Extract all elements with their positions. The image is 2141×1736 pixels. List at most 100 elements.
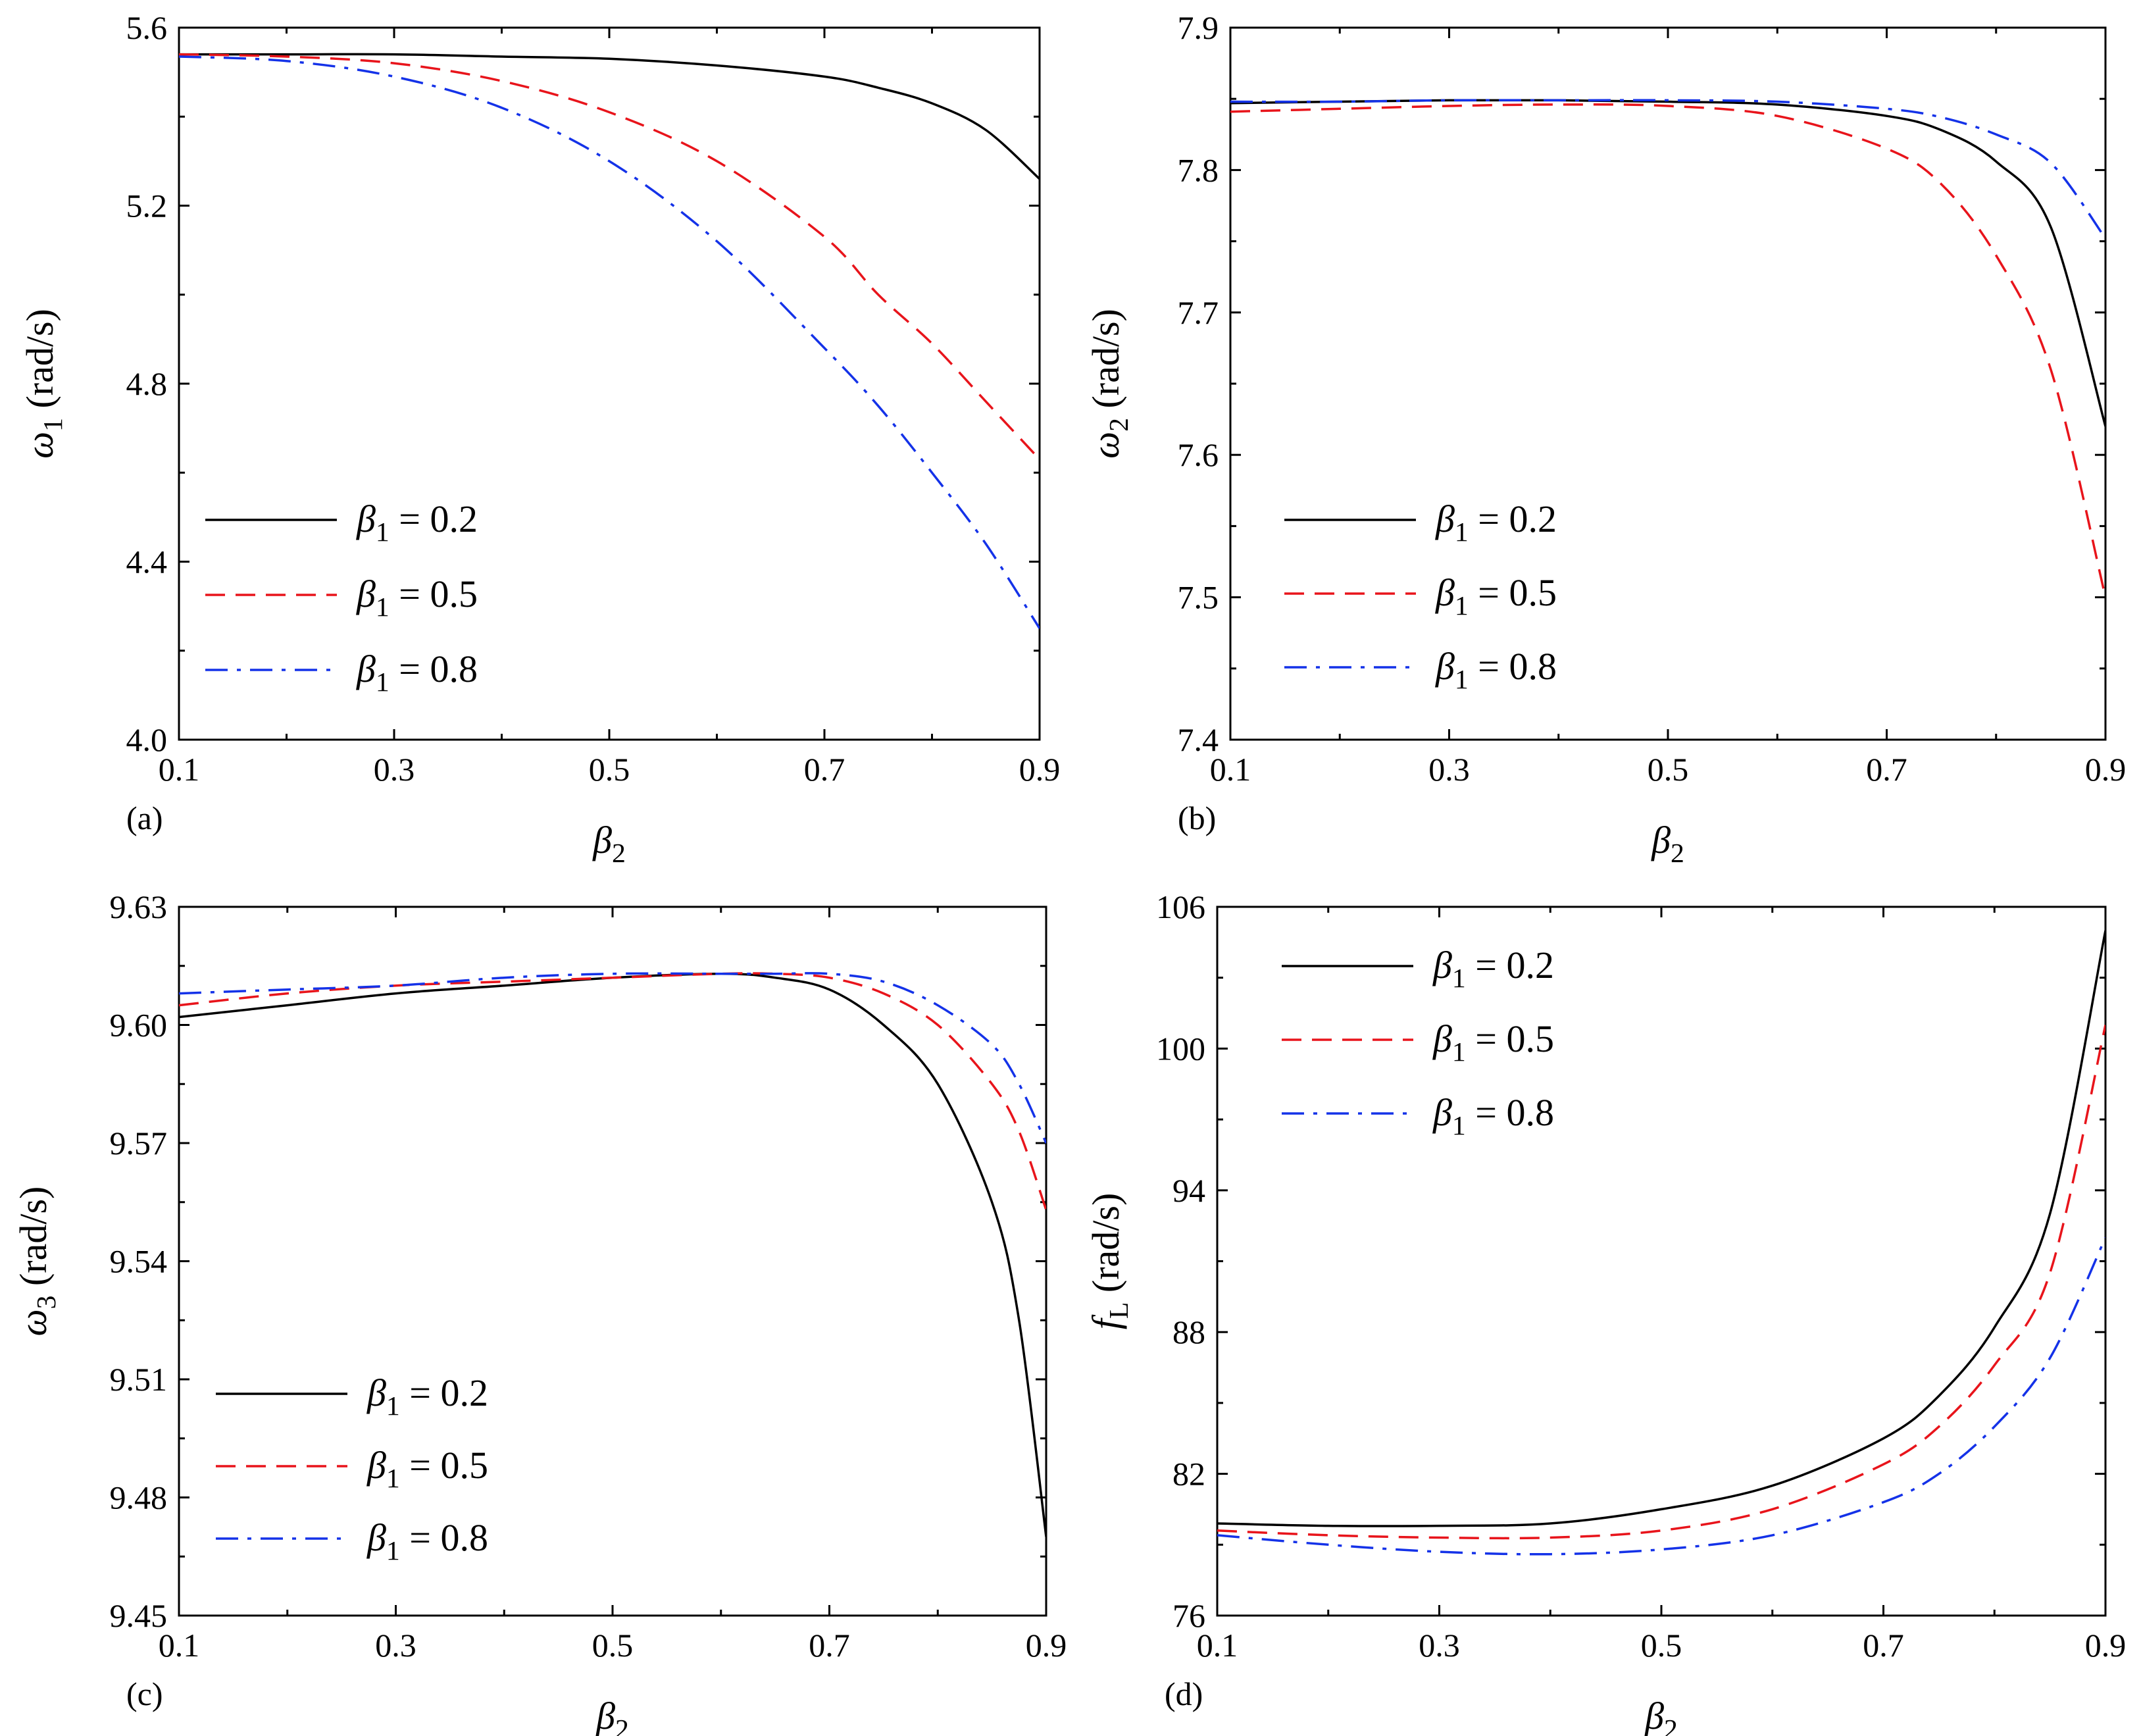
legend-label-3-subscript: 1: [1452, 1111, 1466, 1141]
y-tick-label: 7.5: [1178, 579, 1219, 616]
panel-label: (a): [126, 800, 163, 836]
series-line-3: [1230, 99, 2105, 240]
legend-label-1-text: = 0.2: [400, 1371, 488, 1414]
legend-label-3-subscript: 1: [386, 1536, 400, 1566]
legend-label-1-subscript: 1: [1455, 517, 1469, 548]
legend-label-2: β1 = 0.5: [1432, 1017, 1554, 1067]
y-axis-label: fL (rad/s): [1084, 1193, 1134, 1330]
x-tick-label: 0.5: [592, 1627, 634, 1664]
y-axis-label-text: (rad/s): [1084, 309, 1127, 418]
y-tick-label: 100: [1156, 1030, 1205, 1067]
legend-label-1-subscript: 1: [386, 1391, 400, 1421]
x-axis-label-symbol: β: [1651, 819, 1671, 861]
panel-label: (c): [126, 1675, 163, 1712]
x-tick-label: 0.7: [809, 1627, 850, 1664]
legend-label-1: β1 = 0.2: [1435, 498, 1557, 548]
legend-label-2-text: = 0.5: [1466, 1017, 1554, 1060]
y-axis-label-symbol: ω: [18, 432, 61, 459]
y-axis-label-subscript: 3: [32, 1296, 62, 1310]
legend-label-2-subscript: 1: [386, 1464, 400, 1494]
legend-label-2-symbol: β: [1435, 571, 1455, 614]
x-axis-label-symbol: β: [592, 819, 612, 861]
x-tick-label: 0.1: [159, 751, 200, 788]
y-tick-label: 7.9: [1178, 9, 1219, 46]
y-tick-label: 5.2: [126, 188, 168, 224]
y-axis-label-group: fL (rad/s): [1084, 1193, 1134, 1330]
legend-label-3-symbol: β: [1435, 645, 1455, 688]
y-axis-label: ω1 (rad/s): [18, 309, 68, 459]
x-tick-label: 0.1: [1210, 751, 1251, 788]
legend-label-1-text: = 0.2: [1469, 498, 1557, 540]
series-line-3: [1217, 1237, 2105, 1556]
y-tick-label: 82: [1172, 1456, 1205, 1493]
x-tick-label: 0.3: [1428, 751, 1470, 788]
chart-panel-b: 0.1 0.3 0.5 0.7 0.97.47.57.67.77.87.9(b)β2ω2…: [1084, 9, 2126, 869]
x-tick-label: 0.9: [1026, 1627, 1067, 1664]
y-axis-label-group: ω2 (rad/s): [1084, 309, 1134, 459]
x-tick-label: 0.3: [1419, 1627, 1460, 1664]
legend-label-3-text: = 0.8: [390, 648, 478, 690]
legend-label-3-subscript: 1: [376, 667, 390, 698]
x-axis-label: β2: [592, 819, 626, 869]
legend-label-2-subscript: 1: [376, 592, 390, 623]
legend-label-3-text: = 0.8: [400, 1516, 488, 1559]
legend-label-1: β1 = 0.2: [366, 1371, 488, 1421]
plot-frame: [178, 26, 1041, 741]
series-line-2: [1217, 1025, 2105, 1540]
series-line-3: [179, 972, 1046, 1144]
legend-label-3: β1 = 0.8: [356, 648, 478, 698]
legend-label-1: β1 = 0.2: [356, 498, 478, 548]
x-tick-label: 0.3: [374, 751, 415, 788]
legend-label-3: β1 = 0.8: [1435, 645, 1557, 695]
y-tick-label: 7.7: [1178, 294, 1219, 331]
x-axis-label-symbol: β: [595, 1695, 615, 1736]
series-line-1: [179, 972, 1046, 1537]
y-tick-label: 4.8: [126, 365, 168, 402]
x-tick-label: 0.9: [2085, 1627, 2127, 1664]
x-axis-label-subscript: 2: [615, 1714, 629, 1736]
y-tick-label: 7.8: [1178, 151, 1219, 188]
series-line-2: [179, 972, 1046, 1211]
legend-label-1-symbol: β: [366, 1371, 386, 1414]
y-tick-label: 9.54: [110, 1243, 168, 1280]
x-tick-label: 0.5: [589, 751, 630, 788]
legend-label-2-symbol: β: [356, 573, 376, 615]
y-axis-label-symbol: ω: [1084, 432, 1127, 459]
y-tick-label: 94: [1172, 1172, 1205, 1209]
legend-label-1-subscript: 1: [376, 517, 390, 548]
series-line-1: [1217, 930, 2105, 1527]
legend-label-2-text: = 0.5: [390, 573, 478, 615]
y-tick-label: 7.6: [1178, 436, 1219, 473]
legend-label-2: β1 = 0.5: [356, 573, 478, 623]
y-tick-label: 76: [1172, 1597, 1205, 1634]
x-tick-label: 0.5: [1641, 1627, 1682, 1664]
legend-label-1-subscript: 1: [1452, 963, 1466, 994]
x-axis-label-subscript: 2: [612, 838, 626, 869]
y-axis-label-text: (rad/s): [1084, 1193, 1127, 1302]
chart-panel-c: 0.1 0.3 0.5 0.7 0.9 9.45 9.48 9.51 9.54 9.57 9.60 9…: [12, 888, 1067, 1736]
series-line-1: [1230, 99, 2105, 427]
x-tick-label: 0.7: [1863, 1627, 1904, 1664]
y-tick-label: 9.51: [110, 1361, 168, 1398]
series-line-1: [179, 53, 1040, 180]
y-axis-label-group: ω1 (rad/s): [18, 309, 68, 459]
legend-label-1-symbol: β: [1435, 498, 1455, 540]
series-line-3: [179, 55, 1040, 629]
legend-label-1-symbol: β: [356, 498, 376, 540]
panel-label: (d): [1165, 1675, 1203, 1712]
x-tick-label: 0.7: [804, 751, 845, 788]
series-line-2: [1230, 103, 2105, 598]
x-tick-label: 0.5: [1648, 751, 1689, 788]
y-tick-label: 5.6: [126, 9, 168, 46]
x-tick-label: 0.9: [1019, 751, 1061, 788]
y-axis-label: ω3 (rad/s): [12, 1187, 62, 1337]
y-tick-label: 4.0: [126, 721, 168, 758]
legend-label-3-subscript: 1: [1455, 665, 1469, 695]
legend-label-2: β1 = 0.5: [366, 1444, 488, 1494]
y-axis-label-subscript: 1: [38, 418, 68, 432]
series-line-2: [179, 53, 1040, 461]
legend-label-3-symbol: β: [1432, 1091, 1452, 1134]
